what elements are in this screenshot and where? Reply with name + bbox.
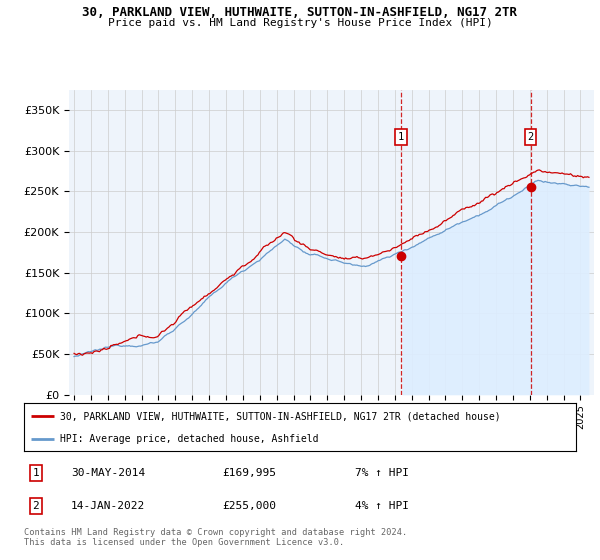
Text: Contains HM Land Registry data © Crown copyright and database right 2024.
This d: Contains HM Land Registry data © Crown c… [24,528,407,547]
Text: HPI: Average price, detached house, Ashfield: HPI: Average price, detached house, Ashf… [60,434,319,444]
Text: 30, PARKLAND VIEW, HUTHWAITE, SUTTON-IN-ASHFIELD, NG17 2TR (detached house): 30, PARKLAND VIEW, HUTHWAITE, SUTTON-IN-… [60,411,500,421]
Text: 7% ↑ HPI: 7% ↑ HPI [355,468,409,478]
Text: 30, PARKLAND VIEW, HUTHWAITE, SUTTON-IN-ASHFIELD, NG17 2TR: 30, PARKLAND VIEW, HUTHWAITE, SUTTON-IN-… [83,6,517,18]
Text: 2: 2 [527,132,533,142]
Text: 4% ↑ HPI: 4% ↑ HPI [355,501,409,511]
Text: 14-JAN-2022: 14-JAN-2022 [71,501,145,511]
Text: 1: 1 [398,132,404,142]
Text: £169,995: £169,995 [223,468,277,478]
Text: £255,000: £255,000 [223,501,277,511]
Text: 1: 1 [32,468,39,478]
Text: 30-MAY-2014: 30-MAY-2014 [71,468,145,478]
Text: Price paid vs. HM Land Registry's House Price Index (HPI): Price paid vs. HM Land Registry's House … [107,18,493,29]
Text: 2: 2 [32,501,39,511]
